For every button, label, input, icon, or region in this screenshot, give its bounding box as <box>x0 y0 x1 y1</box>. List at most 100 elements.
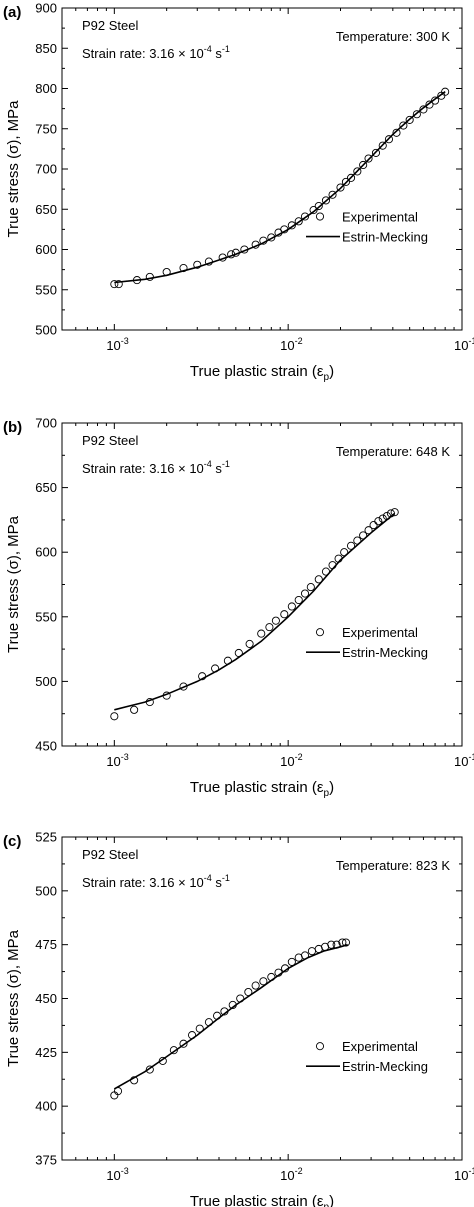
x-axis-label-main: True plastic strain (ε <box>190 363 324 380</box>
data-point-experimental <box>145 1065 154 1074</box>
data-point-experimental <box>378 141 387 150</box>
data-point-experimental <box>338 938 347 947</box>
data-point-experimental <box>236 994 245 1003</box>
data-point-experimental <box>220 1007 229 1016</box>
strain-rate-label: Strain rate: 3.16 × 10-4 s-1 <box>82 44 230 61</box>
data-point-experimental <box>392 128 401 137</box>
x-tick-base: 10 <box>280 754 294 769</box>
x-tick-label: 10-1 <box>454 336 474 353</box>
data-point-experimental <box>251 981 260 990</box>
data-point-experimental <box>321 567 331 576</box>
y-tick-label: 900 <box>35 1 57 16</box>
y-tick-label: 600 <box>35 545 57 560</box>
x-axis-label-subscript: p <box>324 372 330 383</box>
data-point-experimental <box>259 236 268 245</box>
data-point-experimental <box>162 267 171 277</box>
y-tick-label: 550 <box>35 609 57 624</box>
data-point-experimental <box>294 595 303 605</box>
x-tick-exponent: -3 <box>121 1166 129 1176</box>
data-point-experimental <box>364 154 373 163</box>
y-tick-label: 800 <box>35 81 57 96</box>
data-point-experimental <box>359 160 368 170</box>
data-point-experimental <box>405 115 414 124</box>
y-tick-label: 550 <box>35 282 57 297</box>
x-axis-label-close: ) <box>329 779 334 796</box>
y-tick-label: 500 <box>35 883 57 898</box>
data-point-experimental <box>257 629 266 638</box>
x-tick-exponent: -3 <box>121 752 129 762</box>
data-point-experimental <box>204 257 213 266</box>
x-axis-label-main: True plastic strain (ε <box>190 1193 324 1207</box>
data-point-experimental <box>228 1000 237 1010</box>
data-point-experimental <box>441 87 450 96</box>
data-point-experimental <box>162 691 171 700</box>
data-point-experimental <box>244 987 253 997</box>
x-tick-base: 10 <box>280 1168 294 1183</box>
data-point-experimental <box>294 217 303 226</box>
panel-label: (b) <box>3 419 22 436</box>
legend-label-estrin-mecking: Estrin-Mecking <box>342 230 428 245</box>
data-point-experimental <box>336 183 345 192</box>
legend-label-estrin-mecking: Estrin-Mecking <box>342 645 428 660</box>
legend-label-experimental: Experimental <box>342 625 418 640</box>
data-point-experimental <box>198 672 207 681</box>
x-tick-base: 10 <box>106 754 120 769</box>
data-point-experimental <box>259 977 268 986</box>
data-point-experimental <box>280 610 289 619</box>
x-axis-label: True plastic strain (εp) <box>190 1193 334 1207</box>
data-point-experimental <box>419 105 428 114</box>
data-point-experimental <box>179 1039 188 1048</box>
data-point-experimental <box>114 280 123 289</box>
data-point-experimental <box>267 233 276 242</box>
y-tick-label: 650 <box>35 480 57 495</box>
legend-marker-experimental <box>315 212 325 221</box>
y-axis-label: True stress (σ), MPa <box>5 515 22 653</box>
strain-rate-text: Strain rate: 3.16 × 10 <box>82 46 204 61</box>
data-point-experimental <box>287 602 296 611</box>
data-point-experimental <box>378 514 387 523</box>
data-point-experimental <box>195 1024 204 1033</box>
x-tick-base: 10 <box>454 338 468 353</box>
strain-rate-exponent: -4 <box>204 873 212 883</box>
strain-rate-label: Strain rate: 3.16 × 10-4 s-1 <box>82 459 230 476</box>
x-tick-exponent: -2 <box>295 336 303 346</box>
y-axis-label: True stress (σ), MPa <box>5 100 22 238</box>
data-point-experimental <box>287 957 296 966</box>
y-tick-label: 500 <box>35 323 57 338</box>
data-point-experimental <box>353 167 362 176</box>
strain-rate-text: Strain rate: 3.16 × 10 <box>82 461 204 476</box>
material-label: P92 Steel <box>82 847 138 862</box>
x-tick-exponent: -2 <box>295 1166 303 1176</box>
y-tick-label: 650 <box>35 202 57 217</box>
data-point-experimental <box>281 964 290 973</box>
y-tick-label: 475 <box>35 937 57 952</box>
data-point-experimental <box>341 177 351 186</box>
data-point-experimental <box>300 951 310 960</box>
x-tick-base: 10 <box>106 338 120 353</box>
data-point-experimental <box>188 1031 197 1040</box>
data-point-experimental <box>314 201 323 211</box>
x-tick-exponent: -3 <box>121 336 129 346</box>
data-point-experimental <box>314 575 323 584</box>
data-point-experimental <box>359 531 368 540</box>
data-point-experimental <box>265 623 274 632</box>
data-point-experimental <box>110 1091 119 1100</box>
series-line-estrin-mecking <box>114 91 446 284</box>
x-axis-label: True plastic strain (εp) <box>190 779 334 799</box>
data-point-experimental <box>218 253 227 262</box>
data-point-experimental <box>332 940 341 949</box>
x-tick-exponent: -1 <box>468 336 474 346</box>
strain-rate-exponent: -4 <box>204 44 212 54</box>
x-axis-label-subscript: p <box>324 1202 330 1207</box>
x-axis-label-main: True plastic strain (ε <box>190 779 324 796</box>
data-point-experimental <box>328 561 337 570</box>
data-point-experimental <box>271 616 280 625</box>
y-axis-label: True stress (σ), MPa <box>5 929 22 1067</box>
temperature-label: Temperature: 823 K <box>336 858 451 873</box>
panel-label: (c) <box>3 833 21 850</box>
data-point-experimental <box>158 1056 167 1065</box>
data-point-experimental <box>307 947 316 956</box>
